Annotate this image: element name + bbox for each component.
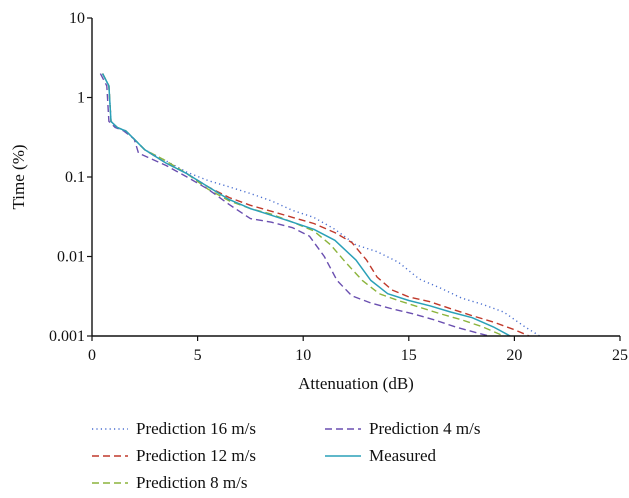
x-tick-label: 10	[295, 347, 311, 364]
legend-label: Prediction 12 m/s	[136, 446, 256, 465]
series-line-1	[101, 73, 530, 337]
y-tick-label: 1	[77, 90, 85, 107]
y-tick-label: 0.001	[49, 328, 85, 345]
series-line-4	[101, 73, 511, 337]
x-tick-label: 0	[88, 347, 96, 364]
y-axis-ticks: 0.001 0.01 0.1 1 10	[49, 10, 92, 345]
y-tick-label: 0.01	[57, 249, 85, 266]
y-tick-label: 0.1	[65, 169, 85, 186]
x-axis-title: Attenuation (dB)	[298, 374, 414, 393]
legend-label: Prediction 16 m/s	[136, 419, 256, 438]
legend-label: Prediction 8 m/s	[136, 473, 247, 492]
plot-area: 0.001 0.01 0.1 1 10 0 5 10 15 20 25	[49, 10, 628, 364]
y-axis-title: Time (%)	[9, 144, 28, 209]
series-line-0	[101, 73, 541, 337]
y-tick-label: 10	[69, 10, 85, 27]
x-axis-ticks: 0 5 10 15 20 25	[88, 336, 628, 364]
x-tick-label: 25	[612, 347, 628, 364]
x-tick-label: 5	[194, 347, 202, 364]
series-line-3	[99, 73, 490, 337]
series-line-2	[101, 73, 505, 337]
series-layer	[99, 73, 541, 337]
legend-label: Measured	[369, 446, 437, 465]
x-tick-label: 15	[401, 347, 417, 364]
x-tick-label: 20	[506, 347, 522, 364]
legend: Prediction 16 m/s Prediction 12 m/s Predic…	[92, 419, 480, 492]
legend-label: Prediction 4 m/s	[369, 419, 480, 438]
